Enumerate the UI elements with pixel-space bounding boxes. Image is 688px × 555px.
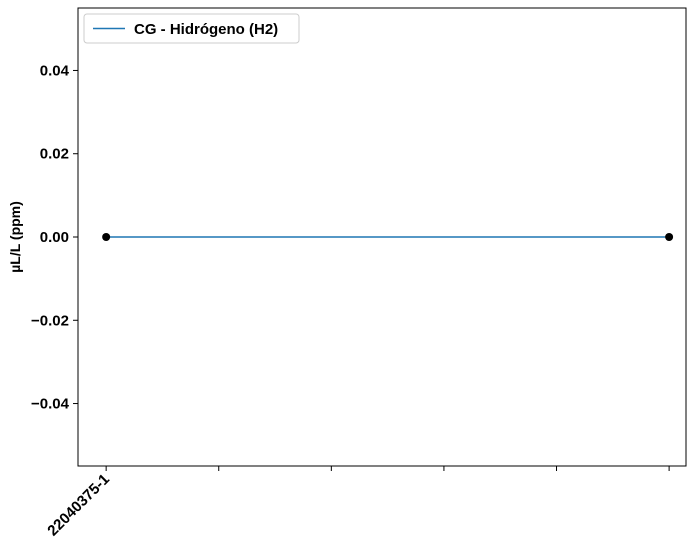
x-tick-label: 22040375-1 [44, 471, 113, 540]
y-tick-label: −0.04 [31, 396, 70, 413]
y-axis-label: µL/L (ppm) [7, 201, 23, 273]
y-tick-label: −0.02 [31, 312, 69, 329]
y-tick-label: 0.02 [40, 146, 69, 163]
plot-frame [77, 7, 687, 467]
x-axis: 22040375-1 [44, 466, 670, 540]
series-layer [102, 233, 674, 241]
legend-label-h2: CG - Hidrógeno (H2) [134, 21, 278, 38]
legend-box [83, 13, 300, 44]
data-point [102, 233, 111, 241]
data-point [665, 233, 674, 241]
y-tick-label: 0.00 [40, 229, 69, 246]
legend: CG - Hidrógeno (H2) [83, 13, 300, 44]
y-axis: 0.04 0.02 0.00 −0.02 −0.04 [31, 62, 78, 413]
y-tick-label: 0.04 [40, 62, 70, 79]
